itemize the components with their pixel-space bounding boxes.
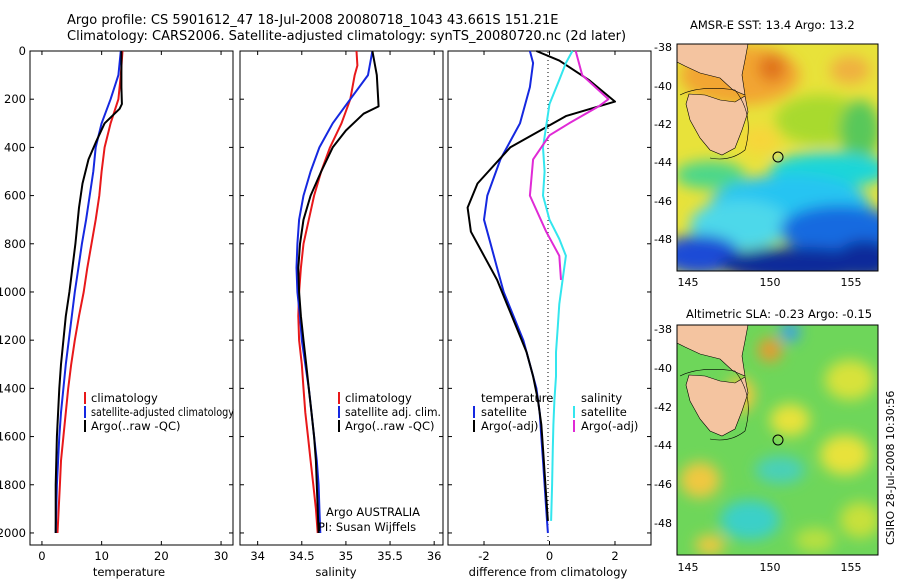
- legend-satellite-adj: satellite adj. clim.: [345, 405, 441, 419]
- lat-tick: -46: [654, 478, 672, 491]
- legend-sal-satellite: satellite: [581, 405, 627, 419]
- y-tick-label: 400: [4, 140, 26, 154]
- lat-tick: -38: [654, 323, 672, 336]
- x-tick-label: 34.5: [289, 549, 315, 563]
- legend-temp-satellite: satellite: [481, 405, 527, 419]
- map1-lon-ticks: 145 150 155: [678, 276, 862, 289]
- lat-tick: -42: [654, 118, 672, 131]
- x-tick-label: 35: [339, 549, 354, 563]
- sla-map-frame: [676, 324, 879, 556]
- series-line-red: [56, 50, 124, 534]
- lon-tick: 150: [760, 276, 781, 289]
- sst-map-title: AMSR-E SST: 13.4 Argo: 13.2: [690, 18, 855, 32]
- y-tick-label: 2000: [0, 526, 26, 540]
- salinity-panel: [239, 50, 444, 546]
- series-line-blue: [295, 50, 374, 534]
- lat-tick: -40: [654, 80, 672, 93]
- legend-sal-argo: Argo(-adj): [581, 419, 638, 433]
- argo-australia-label: Argo AUSTRALIA: [326, 505, 420, 519]
- x-axis-label-difference: difference from climatology: [469, 565, 628, 579]
- legend-satellite-adjusted: satellite-adjusted climatology: [91, 405, 234, 419]
- lat-tick: -48: [654, 517, 672, 530]
- lat-tick: -38: [654, 41, 672, 54]
- sst-map-frame: [676, 43, 879, 272]
- lat-tick: -48: [654, 233, 672, 246]
- x-tick-label: 0: [38, 549, 45, 563]
- pi-label: PI: Susan Wijffels: [318, 520, 416, 534]
- series-line-cyan: [542, 50, 574, 521]
- lat-tick: -40: [654, 362, 672, 375]
- x-axis-label-temperature: temperature: [93, 565, 165, 579]
- series-line-blue: [483, 50, 549, 534]
- legend-argo-raw: Argo(..raw -QC): [91, 419, 181, 433]
- lon-tick: 145: [678, 561, 699, 574]
- x-tick-label: 10: [94, 549, 109, 563]
- figure-title-line2: Climatology: CARS2006. Satellite-adjuste…: [67, 29, 627, 44]
- series-line-magenta: [528, 50, 610, 280]
- x-tick-label: 30: [214, 549, 229, 563]
- y-tick-label: 600: [4, 189, 26, 203]
- lon-tick: 155: [841, 276, 862, 289]
- x-tick-label: 0: [546, 549, 553, 563]
- y-tick-label: 0: [19, 44, 26, 58]
- map1-lat-ticks: -38 -40 -42 -44 -46 -48: [654, 41, 672, 246]
- y-tick-label: 1600: [0, 430, 26, 444]
- x-tick-label: 20: [154, 549, 169, 563]
- legend-climatology: climatology: [91, 391, 158, 405]
- legend-climatology: climatology: [345, 391, 412, 405]
- map2-lon-ticks: 145 150 155: [678, 561, 862, 574]
- sst-map: [677, 44, 878, 271]
- y-tick-label: 200: [4, 92, 26, 106]
- series-line-red: [297, 50, 359, 534]
- y-tick-label: 1000: [0, 285, 26, 299]
- x-tick-label: -2: [478, 549, 489, 563]
- lat-tick: -42: [654, 401, 672, 414]
- series-line-blue: [54, 50, 122, 534]
- legend-temperature-header: temperature: [481, 391, 553, 405]
- lat-tick: -46: [654, 195, 672, 208]
- figure-title-line1: Argo profile: CS 5901612_47 18-Jul-2008 …: [67, 13, 559, 28]
- legend-argo-raw: Argo(..raw -QC): [345, 419, 435, 433]
- sla-map: [677, 325, 878, 555]
- series-line-black: [297, 50, 380, 534]
- y-tick-label: 800: [4, 237, 26, 251]
- lon-tick: 155: [841, 561, 862, 574]
- y-tick-label: 1200: [0, 333, 26, 347]
- lat-tick: -44: [654, 156, 672, 169]
- temperature-plot: 0 200 400 600 800 1000 1200 1400 1600 1800 2000 0 10…: [0, 44, 233, 563]
- difference-plot: -2 0 2: [448, 50, 651, 563]
- x-tick-label: 36: [427, 549, 442, 563]
- sla-map-title: Altimetric SLA: -0.23 Argo: -0.15: [686, 307, 873, 321]
- legend-temp-argo: Argo(-adj): [481, 419, 538, 433]
- y-tick-label: 1800: [0, 478, 26, 492]
- legend-salinity-header: salinity: [581, 391, 622, 405]
- x-tick-label: 34: [250, 549, 265, 563]
- lon-tick: 150: [760, 561, 781, 574]
- x-axis-label-salinity: salinity: [315, 565, 356, 579]
- series-line-black: [54, 51, 123, 533]
- salinity-plot: 34 34.5 35 35.5 36: [240, 50, 443, 563]
- x-tick-label: 2: [611, 549, 618, 563]
- lon-tick: 145: [678, 276, 699, 289]
- x-tick-label: 35.5: [377, 549, 403, 563]
- lat-tick: -44: [654, 439, 672, 452]
- map2-lat-ticks: -38 -40 -42 -44 -46 -48: [654, 323, 672, 530]
- temperature-panel: [29, 50, 234, 546]
- y-tick-label: 1400: [0, 381, 26, 395]
